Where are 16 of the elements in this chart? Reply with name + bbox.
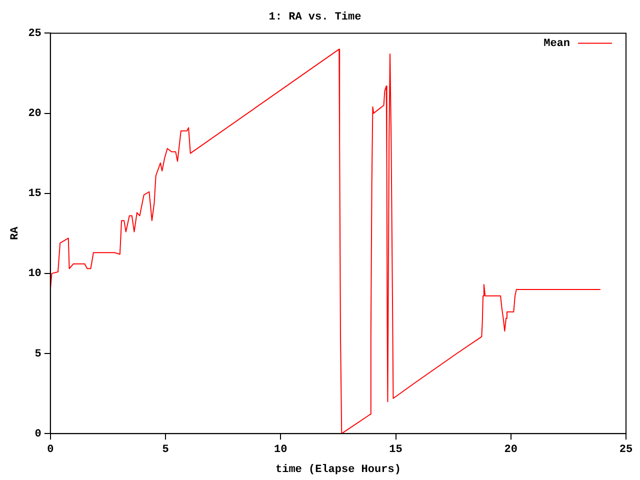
y-tick-label: 20 bbox=[28, 108, 42, 120]
x-tick-label: 10 bbox=[274, 444, 288, 456]
x-axis-title: time (Elapse Hours) bbox=[275, 464, 401, 476]
y-tick-label: 25 bbox=[28, 28, 42, 40]
y-tick-label: 0 bbox=[34, 428, 42, 440]
y-tick-label: 15 bbox=[28, 188, 42, 200]
chart-title: 1: RA vs. Time bbox=[268, 11, 362, 24]
x-tick-label: 5 bbox=[162, 444, 170, 456]
y-tick-label: 10 bbox=[28, 268, 42, 280]
legend-label: Mean bbox=[544, 38, 570, 50]
y-axis-title: RA bbox=[9, 226, 22, 240]
y-tick-label: 5 bbox=[34, 348, 42, 360]
x-tick-label: 0 bbox=[47, 444, 54, 456]
x-tick-label: 25 bbox=[619, 444, 633, 456]
x-tick-label: 20 bbox=[504, 444, 518, 456]
x-tick-label: 15 bbox=[389, 444, 403, 456]
